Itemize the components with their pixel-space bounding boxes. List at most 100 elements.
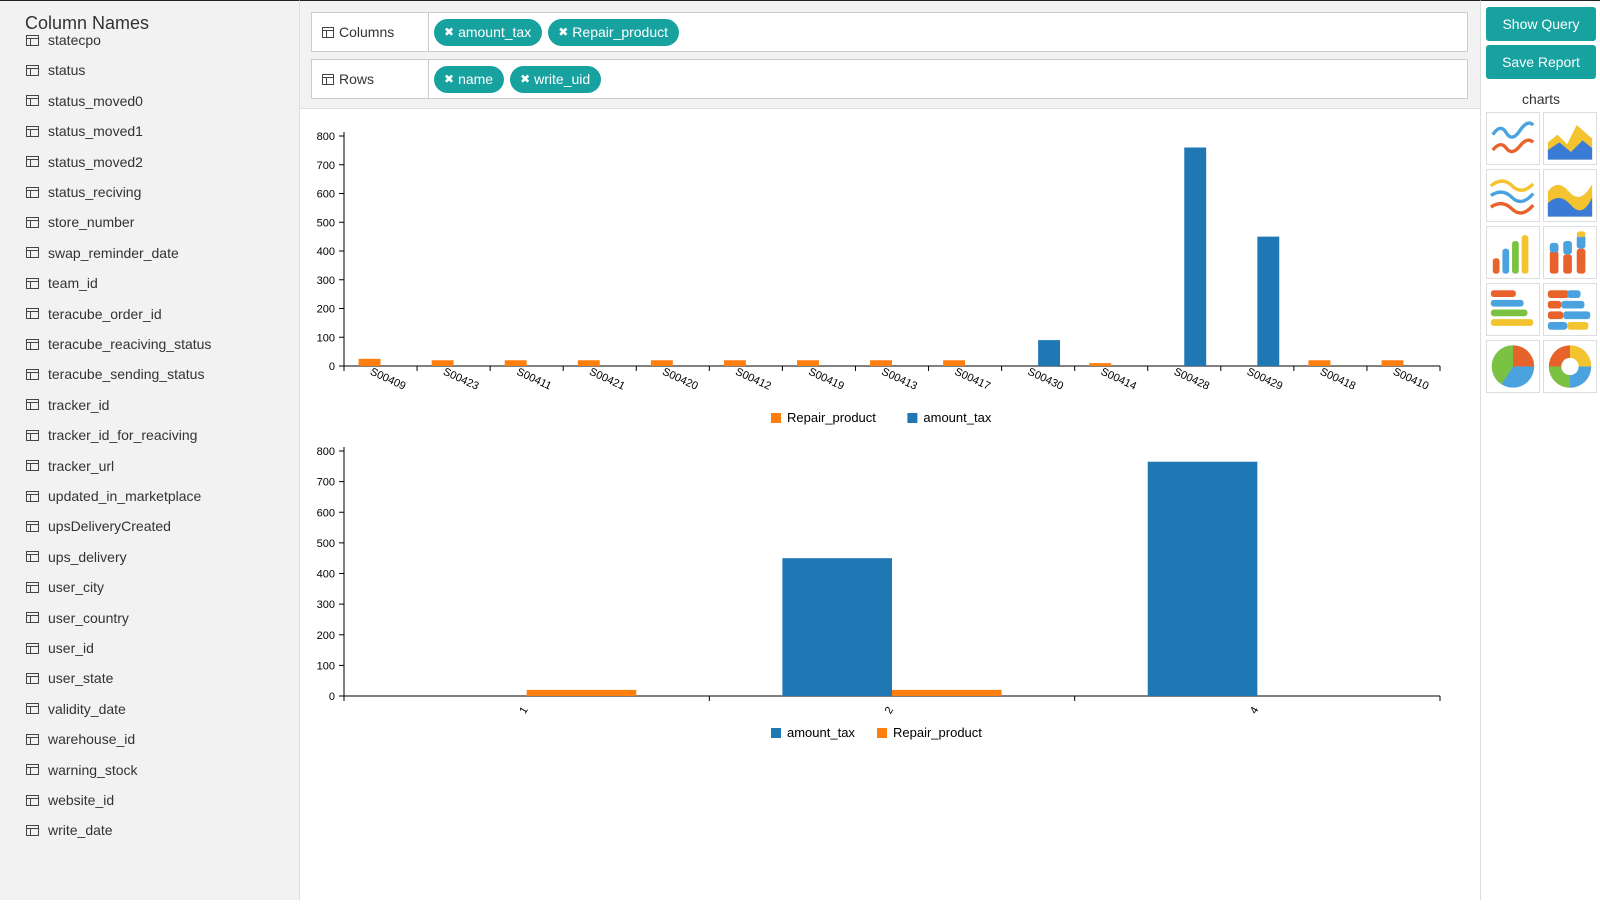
column-item[interactable]: teracube_order_id	[26, 302, 162, 326]
table-column-icon	[26, 156, 39, 168]
column-item[interactable]: status_moved2	[26, 150, 143, 174]
remove-icon[interactable]: ✖	[444, 72, 455, 86]
y-tick-label: 800	[317, 131, 335, 143]
right-panel: Show Query Save Report charts	[1480, 0, 1600, 900]
column-item[interactable]: team_id	[26, 271, 98, 295]
field-tag[interactable]: ✖ Repair_product	[548, 18, 680, 46]
table-column-icon	[26, 672, 39, 684]
columns-label: Columns	[312, 13, 429, 51]
table-column-icon	[26, 612, 39, 624]
column-item-label: warning_stock	[48, 761, 138, 778]
bar-repair-product	[577, 360, 600, 366]
bar-amount-tax	[1038, 340, 1061, 366]
field-tag-label: Repair_product	[572, 24, 669, 40]
stacked-horizontal-bar-chart-icon	[1547, 290, 1591, 330]
column-item[interactable]: updated_in_marketplace	[26, 484, 201, 508]
column-item[interactable]: user_country	[26, 606, 129, 630]
column-item[interactable]: user_state	[26, 666, 113, 690]
field-tag[interactable]: ✖ amount_tax	[434, 18, 543, 46]
column-item[interactable]: upsDeliveryCreated	[26, 514, 171, 538]
horizontal-bar-chart-button[interactable]	[1486, 283, 1540, 336]
table-column-icon	[26, 125, 39, 137]
y-tick-label: 700	[317, 160, 335, 172]
x-tick-label: S00421	[587, 366, 626, 393]
bar-amount-tax	[1257, 236, 1280, 366]
table-column-icon	[26, 520, 39, 532]
table-icon	[322, 26, 334, 38]
column-item[interactable]: tracker_url	[26, 454, 114, 478]
table-column-icon	[26, 490, 39, 502]
column-item[interactable]: store_number	[26, 210, 134, 234]
column-item[interactable]: warning_stock	[26, 758, 138, 782]
stacked-bar-chart-button[interactable]	[1543, 226, 1597, 279]
column-item[interactable]: status_moved1	[26, 119, 143, 143]
y-tick-label: 300	[317, 599, 335, 611]
field-tag[interactable]: ✖ write_uid	[510, 65, 602, 93]
stacked-bar-chart-icon	[1549, 231, 1586, 274]
column-item-label: team_id	[48, 275, 98, 292]
spline-area-chart-button[interactable]	[1543, 169, 1597, 222]
column-item[interactable]: status	[26, 58, 85, 82]
column-item[interactable]: swap_reminder_date	[26, 241, 179, 265]
table-column-icon	[26, 460, 39, 472]
legend-swatch	[771, 413, 781, 423]
bar-repair-product	[892, 689, 1002, 696]
spline-chart-button[interactable]	[1486, 169, 1540, 222]
column-item[interactable]: status_moved0	[26, 89, 143, 113]
column-item-label: user_country	[48, 609, 129, 626]
save-report-button[interactable]: Save Report	[1486, 45, 1596, 79]
table-column-icon	[26, 824, 39, 836]
column-item[interactable]: teracube_sending_status	[26, 362, 204, 386]
y-tick-label: 700	[317, 477, 335, 489]
row-tags: ✖ name ✖ write_uid	[429, 60, 602, 98]
columns-drop-zone[interactable]: Columns ✖ amount_tax ✖ Repair_product	[311, 12, 1468, 52]
pie-chart-button[interactable]	[1486, 340, 1540, 393]
x-tick-label: S00414	[1099, 366, 1138, 393]
remove-icon[interactable]: ✖	[520, 72, 531, 86]
column-names-sidebar: Column Names statecpo status status_moved0…	[0, 0, 300, 900]
column-item[interactable]: status_reciving	[26, 180, 141, 204]
column-item[interactable]: website_id	[26, 788, 114, 812]
column-item[interactable]: tracker_id	[26, 393, 109, 417]
column-item[interactable]: validity_date	[26, 697, 126, 721]
column-item[interactable]: user_id	[26, 636, 94, 660]
remove-icon[interactable]: ✖	[444, 25, 455, 39]
column-item[interactable]: warehouse_id	[26, 727, 135, 751]
y-tick-label: 600	[317, 507, 335, 519]
column-item[interactable]: statecpo	[26, 31, 101, 52]
x-tick-label: S00417	[953, 366, 992, 393]
column-item[interactable]: write_date	[26, 818, 113, 842]
table-column-icon	[26, 338, 39, 350]
y-tick-label: 800	[317, 446, 335, 458]
column-item-label: validity_date	[48, 700, 126, 717]
column-item[interactable]: teracube_reaciving_status	[26, 332, 211, 356]
y-tick-label: 100	[317, 660, 335, 672]
column-item-label: status	[48, 62, 86, 79]
column-item-label: store_number	[48, 214, 135, 231]
field-tag[interactable]: ✖ name	[434, 65, 505, 93]
donut-chart-button[interactable]	[1543, 340, 1597, 393]
column-item-label: teracube_sending_status	[48, 366, 205, 383]
bar-repair-product	[1089, 363, 1112, 366]
stacked-horizontal-bar-chart-button[interactable]	[1543, 283, 1597, 336]
table-column-icon	[26, 64, 39, 76]
column-item[interactable]: tracker_id_for_reaciving	[26, 423, 197, 447]
column-item-label: ups_delivery	[48, 548, 127, 565]
bar-repair-product	[650, 360, 673, 366]
column-item[interactable]: ups_delivery	[26, 545, 127, 569]
donut-chart-icon	[1548, 345, 1592, 388]
line-chart-button[interactable]	[1486, 112, 1540, 165]
y-tick-label: 100	[317, 332, 335, 344]
table-column-icon	[26, 733, 39, 745]
show-query-button[interactable]: Show Query	[1486, 7, 1596, 41]
remove-icon[interactable]: ✖	[558, 25, 569, 39]
table-column-icon	[26, 399, 39, 411]
x-tick-label: S00430	[1026, 366, 1065, 393]
bar-chart-button[interactable]	[1486, 226, 1540, 279]
bar-chart-1: 0 100 200 300 400 500 600 700 800 S00409 S00423 S00…	[317, 131, 1441, 425]
x-tick-label: S00413	[880, 366, 919, 393]
y-tick-label: 0	[329, 361, 335, 373]
column-item[interactable]: user_city	[26, 575, 104, 599]
area-chart-button[interactable]	[1543, 112, 1597, 165]
rows-drop-zone[interactable]: Rows ✖ name ✖ write_uid	[311, 59, 1468, 99]
